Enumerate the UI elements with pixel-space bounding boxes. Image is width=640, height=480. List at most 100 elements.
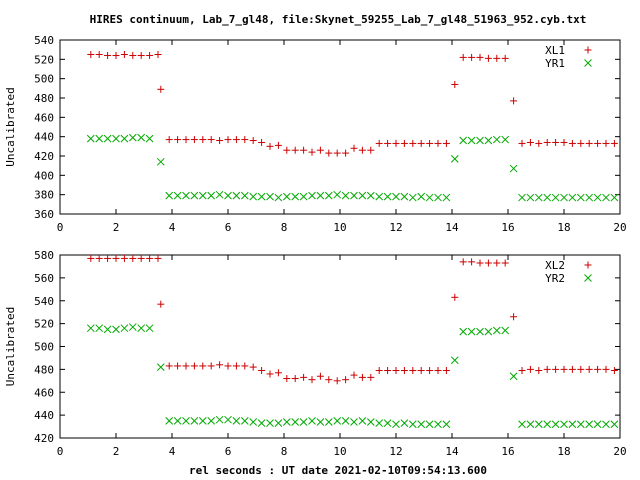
data-point (392, 139, 400, 147)
data-point (282, 192, 291, 201)
data-point (602, 139, 610, 147)
data-point (333, 149, 341, 157)
data-point (585, 139, 593, 147)
y-tick-label: 520 (34, 318, 54, 331)
data-point (459, 136, 468, 145)
data-point (182, 191, 190, 200)
data-point (526, 365, 534, 373)
data-point (258, 367, 266, 375)
legend-marker (584, 261, 592, 269)
data-point (451, 80, 459, 88)
data-point (442, 420, 451, 429)
x-tick-label: 0 (57, 221, 64, 234)
data-point (426, 139, 434, 147)
x-tick-label: 2 (113, 221, 120, 234)
data-point (145, 324, 154, 333)
data-point (493, 54, 501, 62)
data-point (602, 193, 610, 202)
legend-marker (584, 46, 592, 54)
data-point (199, 136, 207, 144)
data-point (501, 259, 509, 267)
data-point (585, 365, 593, 373)
legend-label: YR2 (545, 272, 565, 285)
legend-label: XL2 (545, 259, 565, 272)
x-tick-label: 6 (225, 445, 232, 458)
data-point (173, 191, 182, 200)
data-point (104, 51, 112, 59)
y-tick-label: 460 (34, 386, 54, 399)
data-point (442, 193, 451, 202)
data-point (112, 254, 120, 262)
data-point (543, 193, 552, 202)
y-tick-label: 420 (34, 150, 54, 163)
data-point (484, 54, 492, 62)
data-point (291, 146, 299, 154)
data-point (190, 191, 199, 200)
data-point (87, 51, 95, 58)
data-point (224, 136, 232, 144)
data-point (442, 139, 450, 147)
data-point (165, 136, 173, 144)
data-point (182, 416, 190, 425)
data-point (383, 419, 392, 427)
data-point (576, 193, 585, 202)
data-point (258, 138, 266, 146)
data-point (215, 415, 224, 424)
data-point (316, 191, 325, 200)
data-point (95, 51, 103, 58)
data-point (266, 370, 274, 378)
data-point (86, 134, 95, 143)
data-point (291, 192, 300, 201)
data-point (510, 313, 518, 321)
data-point (408, 193, 417, 202)
data-point (95, 134, 104, 143)
data-point (467, 327, 476, 336)
data-point (291, 375, 299, 383)
data-point (610, 367, 618, 375)
data-point (266, 192, 274, 201)
data-point (434, 420, 442, 429)
data-point (342, 149, 350, 157)
data-point (442, 367, 450, 375)
data-point (585, 193, 594, 202)
data-point (120, 324, 129, 333)
data-point (552, 365, 560, 373)
data-point (165, 362, 173, 370)
data-point (274, 419, 283, 427)
data-point (154, 254, 162, 262)
data-point (602, 420, 610, 429)
data-point (534, 420, 543, 429)
data-point (137, 254, 145, 262)
data-point (156, 363, 165, 371)
data-point (325, 149, 333, 157)
y-tick-label: 440 (34, 131, 54, 144)
y-tick-label: 500 (34, 73, 54, 86)
data-point (282, 418, 291, 426)
x-tick-label: 8 (281, 445, 288, 458)
data-point (434, 367, 442, 375)
data-point (241, 362, 249, 370)
data-point (137, 51, 145, 59)
data-point (112, 325, 120, 334)
data-point (593, 193, 602, 202)
data-point (408, 420, 417, 429)
series-xl1 (87, 51, 618, 157)
data-point (425, 420, 434, 429)
data-point (610, 139, 618, 147)
data-point (526, 138, 534, 146)
data-point (137, 133, 146, 142)
data-point (367, 373, 375, 381)
data-point (249, 192, 258, 201)
data-point (375, 367, 383, 375)
data-point (190, 416, 199, 425)
y-tick-label: 560 (34, 272, 54, 285)
data-point (409, 367, 417, 375)
x-tick-label: 8 (281, 221, 288, 234)
data-point (518, 193, 526, 202)
data-point (207, 136, 215, 144)
data-point (560, 365, 568, 373)
data-point (543, 365, 551, 373)
data-point (610, 193, 619, 202)
x-tick-label: 16 (501, 445, 514, 458)
data-point (535, 139, 543, 147)
